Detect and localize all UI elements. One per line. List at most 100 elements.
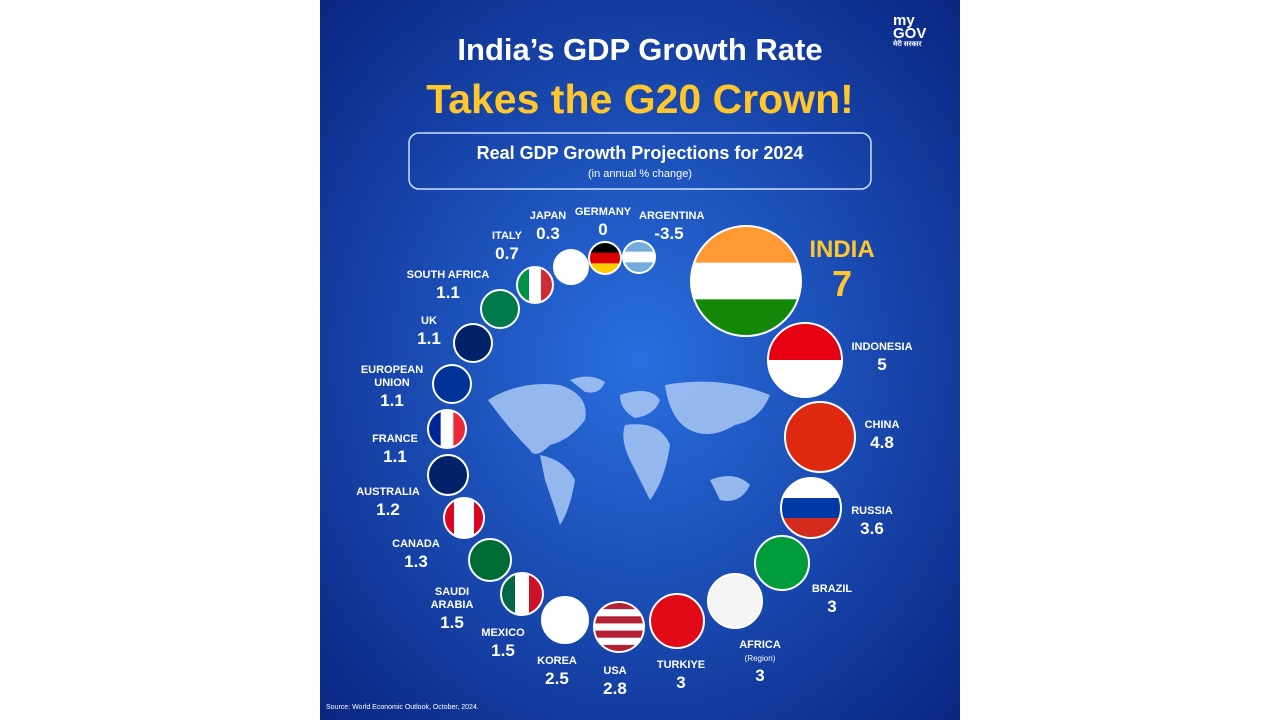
country-label: RUSSIA 3.6	[842, 505, 902, 540]
flag	[623, 241, 655, 273]
country-name: FRANCE	[372, 433, 418, 445]
flag-border	[690, 225, 802, 337]
flag-stripe	[589, 252, 621, 264]
flag-border	[707, 573, 763, 629]
country-label: ITALY 0.7	[482, 230, 532, 265]
country-label: JAPAN 0.3	[523, 210, 573, 245]
country-value: 7	[831, 263, 853, 304]
flag-border	[432, 364, 472, 404]
country-value: 0.7	[495, 244, 519, 263]
logo-text: GOV	[893, 25, 927, 42]
country-note: (Region)	[744, 654, 776, 663]
country-label: KOREA 2.5	[532, 655, 582, 690]
flag-border	[588, 241, 622, 275]
country-label: FRANCE 1.1	[365, 433, 425, 468]
flag-stripe	[440, 410, 454, 448]
country-value: 1.1	[436, 283, 460, 302]
flag-stripe	[589, 242, 621, 254]
flag	[481, 290, 519, 328]
flag-border	[553, 249, 589, 285]
flag-border	[427, 454, 469, 496]
country-label: USA 2.8	[590, 665, 640, 700]
country-label: CANADA 1.3	[386, 538, 446, 573]
flag-stripe	[594, 609, 644, 617]
flag-stripe	[529, 267, 542, 303]
flag-stripe	[691, 262, 801, 300]
country-label: MEXICO 1.5	[473, 627, 533, 662]
logo: my GOV मेरी सरकार	[893, 13, 927, 49]
country-label: INDONESIA 5	[847, 341, 917, 376]
flag-stripe	[589, 263, 621, 274]
country-name: AFRICA	[739, 639, 781, 651]
country-name: EUROPEAN UNION	[360, 364, 424, 389]
flag-stripe	[433, 365, 471, 403]
country-value: 3	[827, 597, 837, 616]
flag-stripe	[623, 241, 655, 253]
flag-stripe	[464, 498, 475, 538]
flag-stripe	[708, 574, 762, 628]
country-name: UK	[421, 315, 437, 327]
logo-text: मेरी सरकार	[893, 41, 922, 48]
country-value: 3.6	[860, 519, 884, 538]
flag-stripe	[481, 290, 519, 328]
background	[320, 0, 960, 720]
flag-border	[767, 322, 843, 398]
country-value: 1.5	[491, 641, 515, 660]
unit-note: (in annual % change)	[588, 168, 692, 180]
flag-stripe	[755, 536, 809, 590]
flag-stripe	[454, 324, 492, 362]
country-label: INDIA 7	[797, 236, 887, 304]
flag-stripe	[650, 594, 704, 648]
country-name: AUSTRALIA	[356, 486, 420, 498]
world-map	[488, 376, 770, 525]
flag-border	[500, 572, 544, 616]
country-label: ARGENTINA -3.5	[639, 210, 705, 245]
country-value: 2.8	[603, 679, 627, 698]
flag-stripe	[623, 262, 655, 273]
flag	[755, 536, 809, 590]
flag-border	[541, 596, 589, 644]
country-name: CHINA	[864, 419, 900, 431]
country-value: 1.1	[383, 447, 407, 466]
flag-stripe	[594, 623, 644, 632]
country-name: CANADA	[392, 538, 440, 550]
source: Source: World Economic Outlook, October,…	[326, 704, 479, 711]
flag-border	[468, 538, 512, 582]
country-name: GERMANY	[574, 206, 632, 218]
flag-border	[622, 240, 656, 274]
flag-stripe	[785, 402, 855, 472]
flag-border	[453, 323, 493, 363]
flag-stripe	[594, 637, 644, 646]
country-name: SAUDI ARABIA	[430, 586, 474, 611]
country-value: 1.3	[404, 552, 428, 571]
flag	[594, 602, 644, 652]
country-name: KOREA	[537, 655, 577, 667]
flag	[708, 574, 762, 628]
country-value: 1.2	[376, 500, 400, 519]
flag	[542, 597, 588, 643]
country-label: EUROPEAN UNION 1.1	[357, 364, 427, 412]
headline: Takes the G20 Crown!	[426, 76, 854, 122]
country-value: 3	[676, 673, 686, 692]
flag-border	[516, 266, 554, 304]
country-value: 4.8	[870, 433, 894, 452]
flag	[785, 402, 855, 472]
flag	[428, 455, 468, 495]
country-name: USA	[603, 665, 627, 677]
flag-stripe	[542, 597, 588, 643]
country-name: JAPAN	[529, 210, 567, 222]
flag-border	[427, 409, 467, 449]
country-value: -3.5	[654, 224, 684, 243]
flag	[469, 539, 511, 581]
country-value: 1.1	[417, 329, 441, 348]
flag-stripe	[623, 251, 655, 263]
country-name: TURKIYE	[656, 659, 706, 671]
country-label: SAUDI ARABIA 1.5	[427, 586, 477, 634]
flag	[589, 242, 621, 274]
flag-stripe	[594, 630, 644, 639]
subtitle: Real GDP Growth Projections for 2024	[476, 143, 804, 163]
subtitle-box	[408, 132, 872, 190]
country-name: ARGENTINA	[639, 210, 705, 222]
country-label: TURKIYE 3	[651, 659, 711, 694]
